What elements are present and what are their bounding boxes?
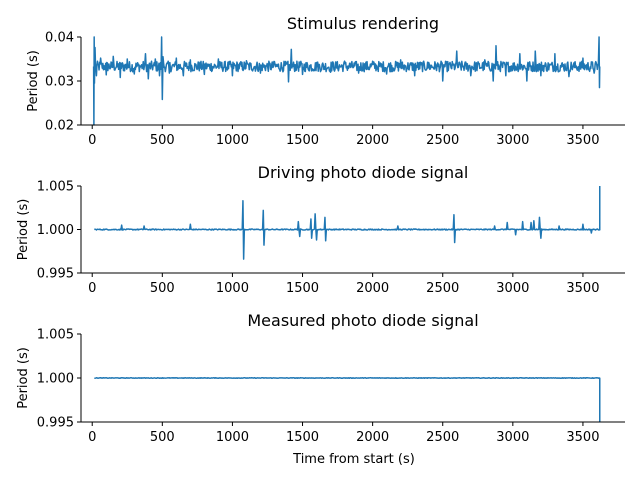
y-axis-label: Period (s) <box>16 347 31 409</box>
x-tick-label: 0 <box>88 281 96 296</box>
y-tick-label: 1.005 <box>37 180 74 195</box>
x-tick-label: 2500 <box>426 430 459 445</box>
chart-title: Measured photo diode signal <box>247 311 478 330</box>
x-tick-label: 500 <box>150 430 175 445</box>
x-tick-label: 3500 <box>566 133 599 148</box>
chart-title: Driving photo diode signal <box>258 163 469 182</box>
y-tick-label: 0.04 <box>45 31 74 46</box>
x-tick-label: 0 <box>88 430 96 445</box>
x-tick-label: 1000 <box>216 133 249 148</box>
x-tick-label: 1500 <box>286 430 319 445</box>
chart-panel-2: Driving photo diode signal 0 500 1000 1500 20… <box>16 163 625 296</box>
chart-panel-1: Stimulus rendering 0 500 1000 1500 2000 2500 30… <box>26 14 625 148</box>
y-tick-label: 1.005 <box>37 328 74 343</box>
x-tick-label: 3000 <box>496 133 529 148</box>
y-tick-label: 0.03 <box>45 75 74 90</box>
x-tick-label: 2500 <box>426 133 459 148</box>
x-tick-label: 3000 <box>496 430 529 445</box>
x-tick-label: 500 <box>150 281 175 296</box>
x-tick-label: 2000 <box>356 281 389 296</box>
y-tick-label: 1.000 <box>37 223 74 238</box>
series-line <box>92 36 601 126</box>
y-axis-label: Period (s) <box>16 199 31 261</box>
y-tick-label: 0.02 <box>45 119 74 134</box>
y-tick-label: 1.000 <box>37 372 74 387</box>
x-tick-label: 3500 <box>566 430 599 445</box>
x-tick-label: 3000 <box>496 281 529 296</box>
x-tick-label: 2500 <box>426 281 459 296</box>
x-tick-label: 2000 <box>356 133 389 148</box>
x-tick-label: 1500 <box>286 133 319 148</box>
series-line <box>94 186 601 260</box>
x-tick-label: 1500 <box>286 281 319 296</box>
chart-panel-3: Measured photo diode signal 0 500 1000 1500 2… <box>16 311 625 467</box>
y-tick-label: 0.995 <box>37 416 74 431</box>
chart-title: Stimulus rendering <box>287 14 439 33</box>
x-tick-label: 1000 <box>216 430 249 445</box>
y-tick-label: 0.995 <box>37 267 74 282</box>
x-tick-label: 1000 <box>216 281 249 296</box>
x-tick-label: 2000 <box>356 430 389 445</box>
x-axis-label: Time from start (s) <box>292 452 415 467</box>
y-axis-label: Period (s) <box>26 50 41 112</box>
x-tick-label: 3500 <box>566 281 599 296</box>
x-tick-label: 0 <box>88 133 96 148</box>
series-line <box>94 376 601 422</box>
x-tick-label: 500 <box>150 133 175 148</box>
